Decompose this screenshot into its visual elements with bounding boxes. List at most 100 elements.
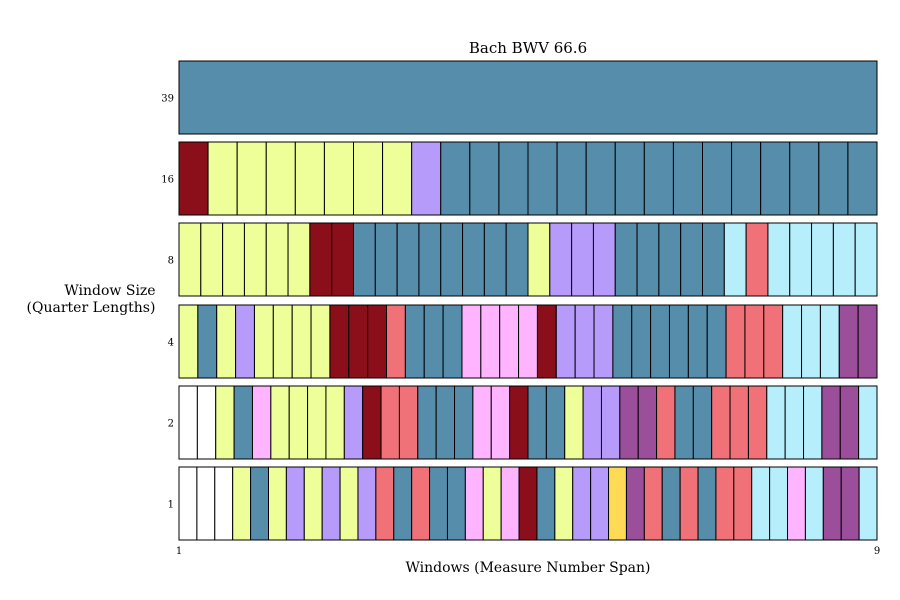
heatmap-cell <box>235 304 255 379</box>
heatmap-cell <box>462 222 485 297</box>
heatmap-cell <box>367 304 388 379</box>
heatmap-cell <box>782 304 803 379</box>
heatmap-cell <box>733 466 753 541</box>
x-tick-label-start: 1 <box>176 546 182 557</box>
heatmap-cell <box>411 141 442 216</box>
heatmap-cell <box>711 385 731 460</box>
heatmap-cell <box>232 466 252 541</box>
heatmap-cell <box>265 141 296 216</box>
heatmap-cell <box>545 385 566 460</box>
heatmap-cell <box>706 304 727 379</box>
heatmap-cell <box>454 385 474 460</box>
heatmap-cell <box>847 141 878 216</box>
heatmap-cell <box>265 222 289 297</box>
heatmap-cell <box>272 304 293 379</box>
heatmap-cell <box>697 466 717 541</box>
heatmap-cell <box>593 304 614 379</box>
heatmap-cell <box>357 466 377 541</box>
heatmap-cell <box>309 222 333 297</box>
heatmap-cell <box>215 385 235 460</box>
heatmap-cell <box>480 304 501 379</box>
heatmap-row: 1 <box>168 466 878 541</box>
heatmap-cell <box>725 304 746 379</box>
heatmap-cell <box>375 466 395 541</box>
heatmap-cell <box>214 466 234 541</box>
heatmap-cell <box>398 385 419 460</box>
heatmap-cell <box>744 304 765 379</box>
heatmap-rows: 39 16 8 4 2 1 <box>161 60 878 541</box>
heatmap-row: 4 <box>168 304 878 379</box>
heatmap-cell <box>404 304 425 379</box>
heatmap-cell <box>600 385 621 460</box>
heatmap-cell <box>323 141 355 216</box>
heatmap-cell <box>554 466 574 541</box>
heatmap-cell <box>353 141 384 216</box>
heatmap-cell <box>418 222 442 297</box>
heatmap-cell <box>393 466 413 541</box>
heatmap-cell <box>789 222 813 297</box>
heatmap-cell <box>636 222 660 297</box>
heatmap-cell <box>556 141 587 216</box>
heatmap-cell <box>723 222 747 297</box>
heatmap-cell <box>702 222 725 297</box>
heatmap-cell <box>527 385 547 460</box>
heatmap-cell <box>747 385 768 460</box>
heatmap-cell <box>490 385 511 460</box>
heatmap-cell <box>464 466 484 541</box>
heatmap-cell <box>505 222 529 297</box>
heatmap-cell <box>380 385 400 460</box>
heatmap-cell <box>469 141 500 216</box>
heatmap-row: 39 <box>161 60 878 135</box>
heatmap-cell <box>374 222 398 297</box>
heatmap-cell <box>536 304 557 379</box>
heatmap-cell <box>614 222 638 297</box>
heatmap-cell <box>631 304 652 379</box>
heatmap-cell <box>200 222 224 297</box>
heatmap-cell <box>253 304 274 379</box>
heatmap-cell <box>483 222 507 297</box>
heatmap-cell <box>702 141 733 216</box>
heatmap-cell <box>715 466 735 541</box>
heatmap-cell <box>760 141 791 216</box>
heatmap-cell <box>216 304 237 379</box>
heatmap-cell <box>386 304 406 379</box>
heatmap-cell <box>643 466 663 541</box>
heatmap-cell <box>619 385 639 460</box>
heatmap-cell <box>178 60 878 135</box>
heatmap-cell <box>592 222 616 297</box>
y-tick-label: 8 <box>168 256 174 267</box>
heatmap-cell <box>285 466 305 541</box>
y-axis-label-line2: (Quarter Lengths) <box>27 300 156 316</box>
heatmap-cell <box>267 466 287 541</box>
heatmap-cell <box>822 466 842 541</box>
heatmap-cell <box>625 466 645 541</box>
heatmap-cell <box>440 141 471 216</box>
heatmap-cell <box>303 466 323 541</box>
heatmap-cell <box>582 385 602 460</box>
heatmap-cell <box>832 222 856 297</box>
heatmap-cell <box>178 466 198 541</box>
heatmap-cell <box>751 466 771 541</box>
heatmap-cell <box>692 385 713 460</box>
heatmap-cell <box>222 222 245 297</box>
heatmap-cell <box>571 222 594 297</box>
heatmap-cell <box>325 385 345 460</box>
heatmap-cell <box>731 141 762 216</box>
heatmap-cell <box>745 222 769 297</box>
heatmap-cell <box>178 304 199 379</box>
heatmap-cell <box>509 385 529 460</box>
heatmap-cell <box>668 304 689 379</box>
heatmap-cell <box>585 141 616 216</box>
heatmap-cell <box>499 304 520 379</box>
heatmap-cell <box>343 385 364 460</box>
heatmap-cell <box>197 304 218 379</box>
heatmap-cell <box>857 304 878 379</box>
heatmap-cell <box>362 385 382 460</box>
heatmap-cell <box>461 304 482 379</box>
heatmap-cell <box>500 466 520 541</box>
x-axis-label: Windows (Measure Number Span) <box>405 560 650 576</box>
heatmap-cell <box>839 385 860 460</box>
heatmap-cell <box>251 385 272 460</box>
heatmap-row: 16 <box>161 141 878 216</box>
heatmap-cell <box>614 141 645 216</box>
